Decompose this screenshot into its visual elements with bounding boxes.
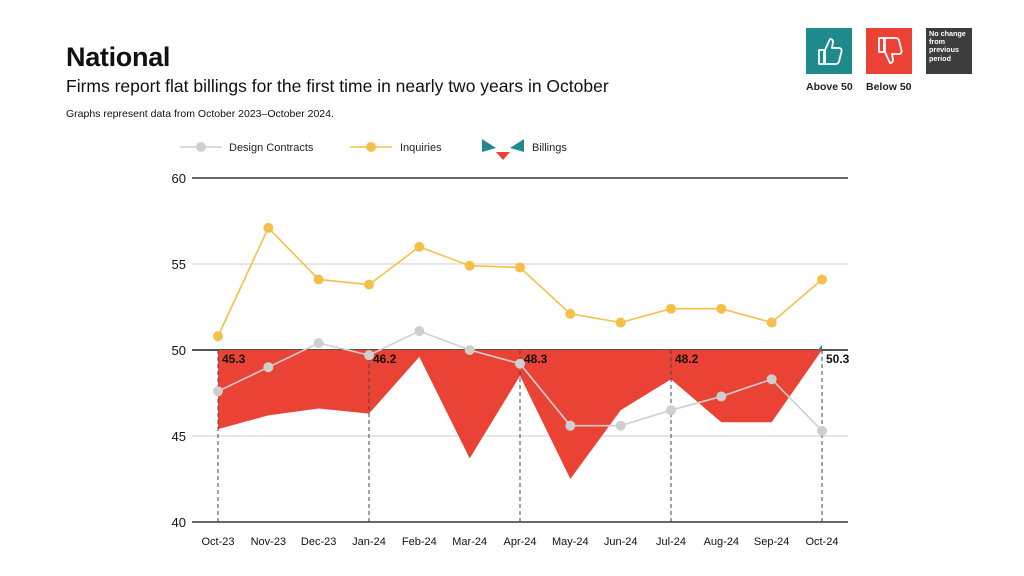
inquiries-point-Nov-23 [263, 222, 274, 233]
below-50-label: Below 50 [866, 81, 912, 93]
legend-billings-swatch [482, 139, 496, 152]
inquiries-line [217, 226, 823, 337]
inquiries-point-May-24 [565, 308, 576, 319]
thumbs-up-icon [818, 38, 843, 65]
inquiries-point-Oct-23 [213, 331, 223, 342]
x-tick-label-Jun-24: Jun-24 [604, 536, 638, 548]
data-range-note: Graphs represent data from October 2023–… [66, 108, 334, 120]
legend-inquiries-label: Inquiries [400, 142, 442, 154]
design-contracts-point-Sep-24 [766, 374, 777, 385]
x-tick-label-Aug-24: Aug-24 [704, 536, 739, 548]
x-tick-label-May-24: May-24 [552, 536, 589, 548]
y-tick-label-55: 55 [172, 257, 186, 272]
page-subtitle: Firms report flat billings for the first… [66, 76, 609, 96]
legend-billings-swatch-red [496, 152, 510, 160]
x-tick-label-Mar-24: Mar-24 [452, 536, 487, 548]
inquiries-point-Sep-24 [766, 317, 777, 328]
legend-inquiries-marker [366, 142, 376, 152]
design-contracts-point-Jul-24 [666, 405, 676, 416]
x-tick-label-Sep-24: Sep-24 [754, 536, 789, 548]
data-label-Oct-24: 50.3 [826, 352, 850, 366]
design-contracts-point-Nov-23 [263, 362, 274, 373]
design-contracts-point-Feb-24 [414, 326, 425, 337]
y-tick-label-40: 40 [172, 515, 186, 530]
thumbs-down-icon [878, 37, 903, 64]
y-tick-label-60: 60 [172, 171, 186, 186]
design-contracts-point-Oct-23 [213, 386, 223, 397]
x-axis: Oct-23 Nov-23 Dec-23 Jan-24 Feb-24 Mar-24 Apr-… [201, 536, 838, 548]
above-50-badge [806, 28, 852, 74]
billings-chart: Design Contracts Inquiries Billings 45.3… [172, 139, 850, 548]
inquiries-point-Jun-24 [615, 317, 626, 328]
design-contracts-point-Dec-23 [313, 338, 324, 349]
y-tick-label-50: 50 [172, 343, 186, 358]
design-contracts-point-Jun-24 [615, 420, 626, 431]
above-50-label: Above 50 [806, 81, 853, 93]
design-contracts-point-Aug-24 [716, 391, 727, 402]
design-contracts-point-Jan-24 [364, 350, 374, 361]
data-labels: 45.3 46.2 48.3 48.2 50.3 [222, 352, 850, 366]
x-tick-label-Jan-24: Jan-24 [352, 536, 386, 548]
data-label-Apr-24: 48.3 [524, 352, 548, 366]
y-axis: 40 45 50 55 60 [172, 171, 186, 530]
x-tick-label-Oct-24: Oct-24 [805, 536, 838, 548]
x-tick-label-Dec-23: Dec-23 [301, 536, 336, 548]
x-tick-label-Oct-23: Oct-23 [201, 536, 234, 548]
page-title: National [66, 42, 171, 72]
inquiries-point-Aug-24 [716, 303, 727, 314]
design-contracts-point-Apr-24 [515, 358, 525, 369]
x-tick-label-Jul-24: Jul-24 [656, 536, 686, 548]
legend-billings-label: Billings [532, 142, 567, 154]
x-tick-label-Feb-24: Feb-24 [402, 536, 437, 548]
inquiries-point-Feb-24 [414, 241, 425, 252]
legend: Design Contracts Inquiries Billings [180, 139, 567, 160]
design-contracts-point-Mar-24 [464, 345, 475, 355]
below-50-badge [866, 28, 912, 74]
inquiries-point-Dec-23 [313, 274, 324, 285]
annotation-lines [217, 350, 823, 522]
series-points [213, 222, 827, 436]
data-label-Jul-24: 48.2 [675, 352, 699, 366]
legend-billings-swatch-right [510, 139, 524, 152]
inquiries-point-Oct-24 [817, 274, 827, 285]
design-contracts-point-May-24 [565, 420, 576, 431]
legend-design-marker [196, 142, 206, 152]
inquiries-point-Jan-24 [364, 279, 374, 290]
data-label-Oct-23: 45.3 [222, 352, 246, 366]
billings-area-above [818, 344, 822, 350]
inquiries-point-Apr-24 [515, 262, 525, 273]
inquiries-point-Mar-24 [464, 260, 475, 271]
inquiries-point-Jul-24 [666, 303, 676, 314]
billings-area-below [218, 350, 822, 479]
no-change-badge: No change from previous period [926, 28, 972, 74]
design-contracts-point-Oct-24 [817, 425, 827, 436]
data-label-Jan-24: 46.2 [373, 352, 397, 366]
x-tick-label-Nov-23: Nov-23 [251, 536, 286, 548]
y-tick-label-45: 45 [172, 429, 186, 444]
x-tick-label-Apr-24: Apr-24 [503, 536, 536, 548]
legend-design-label: Design Contracts [229, 142, 314, 154]
